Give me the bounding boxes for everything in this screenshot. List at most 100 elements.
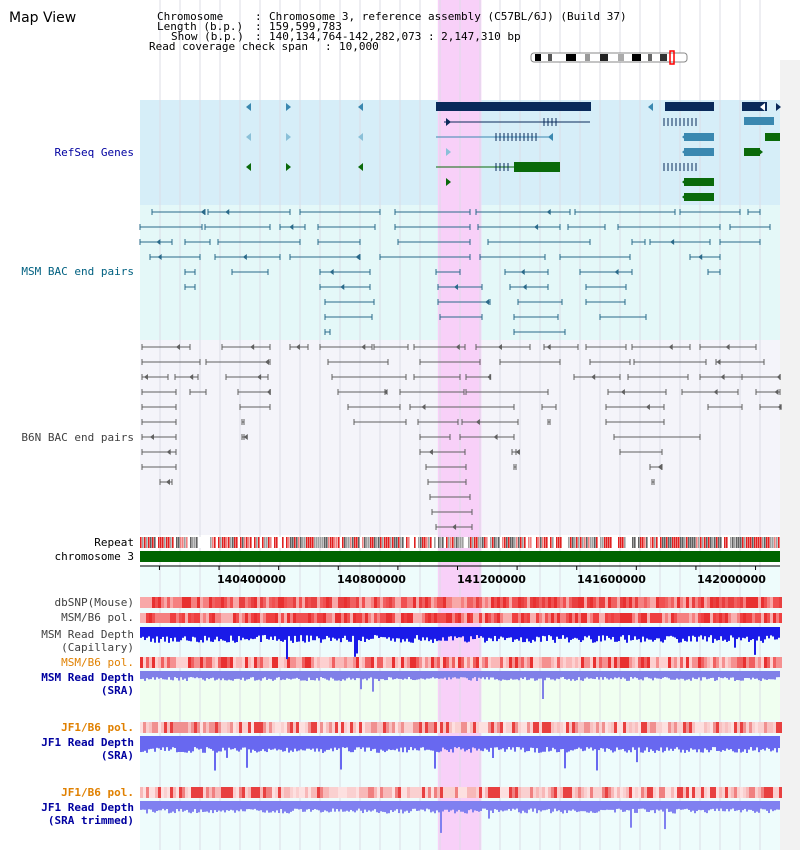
track-label-msm-depth-cap-1[interactable]: MSM Read Depth [41, 628, 134, 641]
track-label-msm-b6-pol[interactable]: MSM/B6 pol. [61, 611, 134, 624]
bac-end-marker [485, 299, 490, 305]
track-label-jf1-depth-trim-1[interactable]: JF1 Read Depth [41, 801, 134, 814]
track-label-b6n-bac[interactable]: B6N BAC end pairs [21, 431, 134, 444]
repeat-element [702, 537, 704, 548]
heat-cell [257, 657, 260, 668]
depth-bar [598, 671, 600, 680]
heat-cell [560, 613, 563, 623]
depth-bar [680, 801, 682, 810]
depth-bar [524, 801, 526, 813]
chromosome-ideogram[interactable] [530, 50, 688, 65]
heat-cell [665, 597, 668, 608]
heat-cell [374, 722, 377, 733]
gene-strand-arrow [246, 103, 251, 111]
heat-cell [155, 722, 158, 733]
jf1-b6-pol-track[interactable] [140, 722, 782, 733]
depth-bar [514, 801, 516, 810]
depth-bar [190, 627, 192, 642]
heat-cell [257, 613, 260, 623]
heat-cell [206, 787, 209, 798]
heat-cell [701, 613, 704, 623]
track-label-dbsnp[interactable]: dbSNP(Mouse) [54, 596, 134, 609]
jf1-depth-trim-track[interactable] [140, 801, 780, 833]
repeat-element [550, 537, 552, 548]
repeat-element [390, 537, 392, 548]
depth-bar [266, 736, 268, 753]
depth-bar [348, 627, 350, 642]
heat-cell [644, 657, 647, 668]
track-label-msm-bac[interactable]: MSM BAC end pairs [21, 265, 134, 278]
refseq-genes[interactable] [246, 102, 781, 201]
heat-cell [377, 722, 380, 733]
gene-strand-arrow [358, 133, 363, 141]
repeat-element [578, 537, 580, 548]
track-label-jf1-b6-pol[interactable]: JF1/B6 pol. [61, 721, 134, 734]
msm-b6-pol-2-track[interactable] [140, 657, 782, 668]
depth-bar [496, 671, 498, 680]
depth-bar [302, 627, 304, 642]
depth-bar [712, 801, 714, 809]
depth-bar [314, 801, 316, 810]
heat-cell [188, 722, 191, 733]
track-label-refseq[interactable]: RefSeq Genes [54, 146, 134, 159]
depth-bar [582, 736, 584, 752]
repeat-element [170, 537, 172, 548]
heat-cell [536, 722, 539, 733]
b6n-bac-end-pairs[interactable] [141, 344, 782, 530]
depth-bar [362, 801, 364, 814]
msm-b6-pol-track[interactable] [140, 613, 782, 623]
depth-bar [458, 627, 460, 638]
depth-bar [170, 627, 172, 639]
depth-bar [276, 736, 278, 751]
depth-bar [238, 736, 240, 752]
depth-bar [374, 627, 376, 636]
depth-bar [662, 671, 664, 678]
heat-cell [467, 787, 470, 798]
gene-strand-arrow [760, 103, 765, 111]
depth-bar [590, 627, 592, 640]
dbsnp-track[interactable] [140, 597, 782, 608]
track-label-jf1-depth-sra-1[interactable]: JF1 Read Depth [41, 736, 134, 749]
heat-cell [764, 722, 767, 733]
jf1-depth-sra-track[interactable] [140, 736, 780, 771]
page-title: Map View [9, 10, 77, 26]
depth-bar [550, 671, 552, 680]
heat-cell [500, 787, 503, 798]
repeat-element [572, 537, 574, 548]
track-label-msm-b6-pol-2[interactable]: MSM/B6 pol. [61, 656, 134, 669]
heat-cell [347, 722, 350, 733]
repeat-element [544, 537, 546, 548]
track-label-msm-depth-sra-1[interactable]: MSM Read Depth [41, 671, 134, 684]
track-label-repeat[interactable]: Repeat [94, 536, 134, 549]
heat-cell [458, 722, 461, 733]
track-label-jf1-b6-pol-2[interactable]: JF1/B6 pol. [61, 786, 134, 799]
msm-depth-sra-track[interactable] [140, 671, 780, 700]
heat-cell [542, 722, 545, 733]
repeat-element [322, 537, 324, 548]
heat-cell [248, 657, 251, 668]
depth-bar [462, 801, 464, 812]
depth-bar [568, 801, 570, 811]
depth-bar [776, 671, 778, 678]
depth-bar [354, 736, 356, 750]
msm-depth-capillary-track[interactable] [140, 627, 780, 660]
jf1-b6-pol-2-track[interactable] [140, 787, 782, 798]
ideogram-band [618, 54, 624, 61]
heat-cell [236, 613, 239, 623]
depth-bar [170, 801, 172, 813]
heat-cell [317, 613, 320, 623]
repeat-element [296, 537, 298, 548]
depth-bar [304, 671, 306, 681]
depth-bar [388, 671, 390, 678]
repeat-track[interactable] [140, 537, 780, 548]
msm-bac-end-pairs[interactable] [139, 209, 771, 335]
depth-bar [324, 736, 326, 752]
depth-bar [444, 671, 446, 678]
depth-bar [372, 736, 374, 750]
depth-bar [686, 801, 688, 809]
heat-cell [581, 722, 584, 733]
depth-bar [564, 671, 566, 679]
heat-cell [743, 597, 746, 608]
repeat-element [758, 537, 760, 548]
